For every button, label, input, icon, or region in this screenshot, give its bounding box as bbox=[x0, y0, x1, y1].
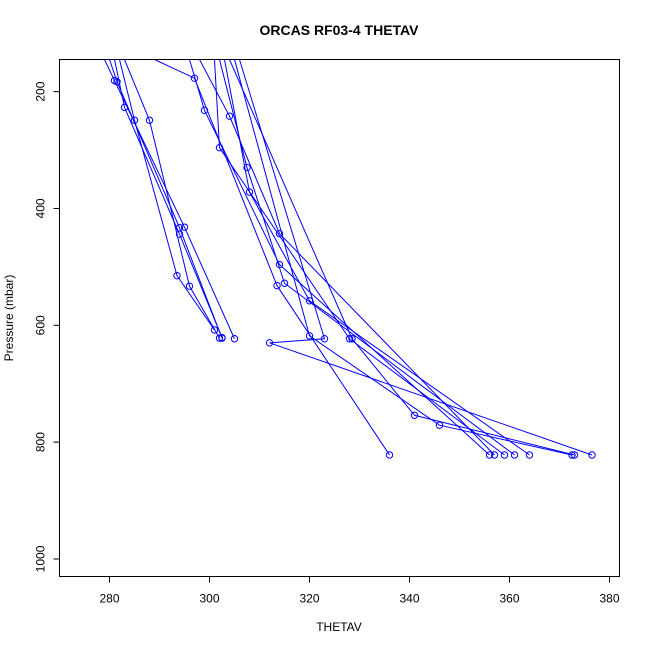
data-point bbox=[525, 451, 534, 459]
series-line-11 bbox=[224, 59, 530, 456]
series-line-6 bbox=[154, 59, 390, 456]
data-point bbox=[215, 334, 224, 342]
data-point bbox=[385, 451, 394, 459]
y-tick-label: 400 bbox=[34, 198, 48, 218]
data-point bbox=[490, 451, 499, 459]
data-point bbox=[225, 112, 234, 120]
data-point bbox=[280, 279, 289, 287]
y-tick-label: 600 bbox=[34, 315, 48, 335]
series-line-5 bbox=[124, 59, 220, 339]
series-line-7 bbox=[189, 59, 490, 456]
data-point bbox=[215, 144, 224, 152]
data-point bbox=[210, 326, 219, 334]
data-point bbox=[510, 451, 519, 459]
data-point bbox=[568, 451, 576, 459]
y-tick-label: 800 bbox=[34, 432, 48, 452]
x-tick-label: 280 bbox=[99, 592, 119, 606]
y-tick-label: 1000 bbox=[34, 545, 48, 572]
data-point bbox=[230, 335, 239, 343]
data-point bbox=[305, 332, 314, 340]
x-tick-label: 380 bbox=[599, 592, 619, 606]
data-point bbox=[245, 188, 254, 196]
data-point bbox=[500, 451, 509, 459]
data-point bbox=[200, 106, 209, 115]
data-point bbox=[173, 271, 181, 280]
data-point bbox=[275, 229, 284, 238]
y-axis-label: Pressure (mbar) bbox=[2, 275, 16, 362]
data-point bbox=[348, 335, 356, 343]
y-tick-label: 200 bbox=[34, 81, 48, 101]
series-line-10 bbox=[219, 59, 515, 456]
series-line-8 bbox=[199, 59, 495, 456]
x-axis: 280 300 320 340 360 380 bbox=[99, 576, 620, 606]
plot-area-frame bbox=[59, 59, 620, 577]
data-point bbox=[273, 281, 281, 290]
series-line-13 bbox=[234, 59, 573, 456]
data-point bbox=[435, 421, 444, 429]
data-point bbox=[410, 411, 419, 419]
x-tick-label: 320 bbox=[299, 592, 319, 606]
data-point bbox=[265, 339, 274, 347]
data-point bbox=[588, 451, 596, 459]
data-point bbox=[243, 163, 251, 172]
data-point bbox=[485, 451, 494, 459]
data-point bbox=[113, 78, 121, 86]
series-line-14 bbox=[239, 59, 593, 456]
data-point bbox=[345, 335, 354, 343]
data-point bbox=[130, 116, 139, 124]
series-line-4 bbox=[119, 59, 215, 331]
series-line-3 bbox=[114, 59, 223, 338]
data-point bbox=[180, 223, 189, 231]
data-point bbox=[145, 116, 154, 124]
data-point bbox=[120, 103, 129, 112]
y-axis: 200 400 600 800 1000 bbox=[34, 81, 60, 572]
x-tick-label: 300 bbox=[199, 592, 219, 606]
data-point bbox=[185, 282, 194, 290]
data-point bbox=[320, 335, 329, 343]
x-axis-label: THETAV bbox=[316, 620, 362, 634]
series-line-2 bbox=[109, 59, 223, 339]
x-tick-label: 340 bbox=[399, 592, 419, 606]
x-tick-label: 360 bbox=[499, 592, 519, 606]
series-layer bbox=[104, 59, 596, 459]
series-line-12 bbox=[229, 59, 575, 456]
data-point bbox=[175, 230, 184, 238]
chart-title: ORCAS RF03-4 THETAV bbox=[260, 22, 420, 38]
series-line-1 bbox=[104, 59, 235, 339]
